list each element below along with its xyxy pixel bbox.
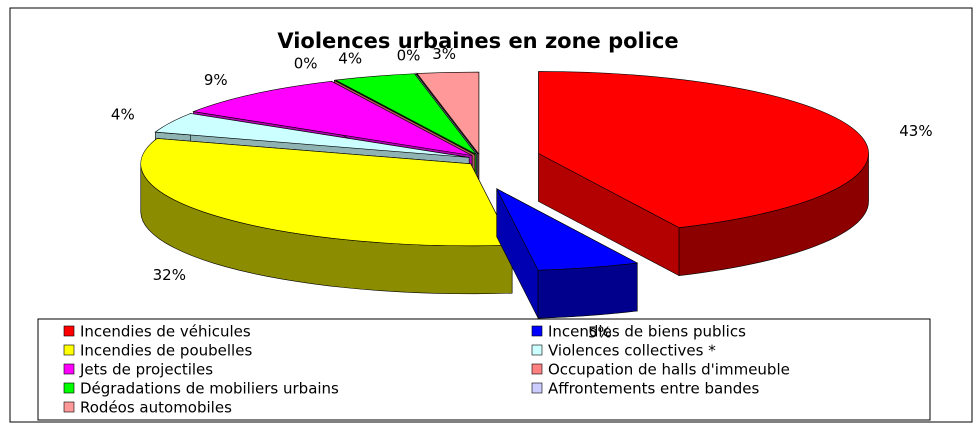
legend-label: Incendies de biens publics [548, 323, 746, 341]
legend-label: Affrontements entre bandes [548, 380, 759, 398]
legend-label: Occupation de halls d'immeuble [548, 361, 790, 379]
legend-swatch [531, 325, 543, 337]
legend-label: Incendies de véhicules [80, 323, 251, 341]
data-label: 43% [899, 122, 932, 140]
slice [140, 138, 513, 247]
slice [192, 80, 473, 156]
slice [538, 71, 869, 228]
data-label: 4% [111, 105, 135, 123]
legend-label: Rodéos automobiles [80, 399, 232, 417]
data-label: 0% [397, 46, 421, 64]
data-label: 4% [338, 50, 362, 68]
legend-swatch [63, 325, 75, 337]
legend-swatch [531, 363, 543, 375]
legend-swatch [63, 382, 75, 394]
data-label: 0% [294, 55, 318, 73]
slice [496, 188, 639, 271]
data-label: 3% [432, 45, 456, 63]
pie [140, 71, 869, 319]
chart-title: Violences urbaines en zone police [277, 29, 678, 53]
legend-label: Incendies de poubelles [80, 342, 252, 360]
legend-label: Jets de projectiles [79, 361, 213, 379]
legend-label: Violences collectives * [548, 342, 716, 360]
slice [415, 73, 478, 155]
slice [154, 113, 470, 158]
legend-swatch [531, 382, 543, 394]
legend-swatch [63, 344, 75, 356]
slice [416, 71, 480, 155]
legend-swatch [531, 344, 543, 356]
slice [334, 73, 477, 155]
legend-swatch [63, 363, 75, 375]
data-label: 9% [204, 71, 228, 89]
legend-box [37, 318, 931, 421]
legend-label: Dégradations de mobiliers urbains [80, 380, 339, 398]
slice-wall [537, 262, 638, 319]
data-label: 32% [153, 266, 186, 284]
legend-swatch [63, 401, 75, 413]
data-label: 5% [588, 323, 612, 341]
